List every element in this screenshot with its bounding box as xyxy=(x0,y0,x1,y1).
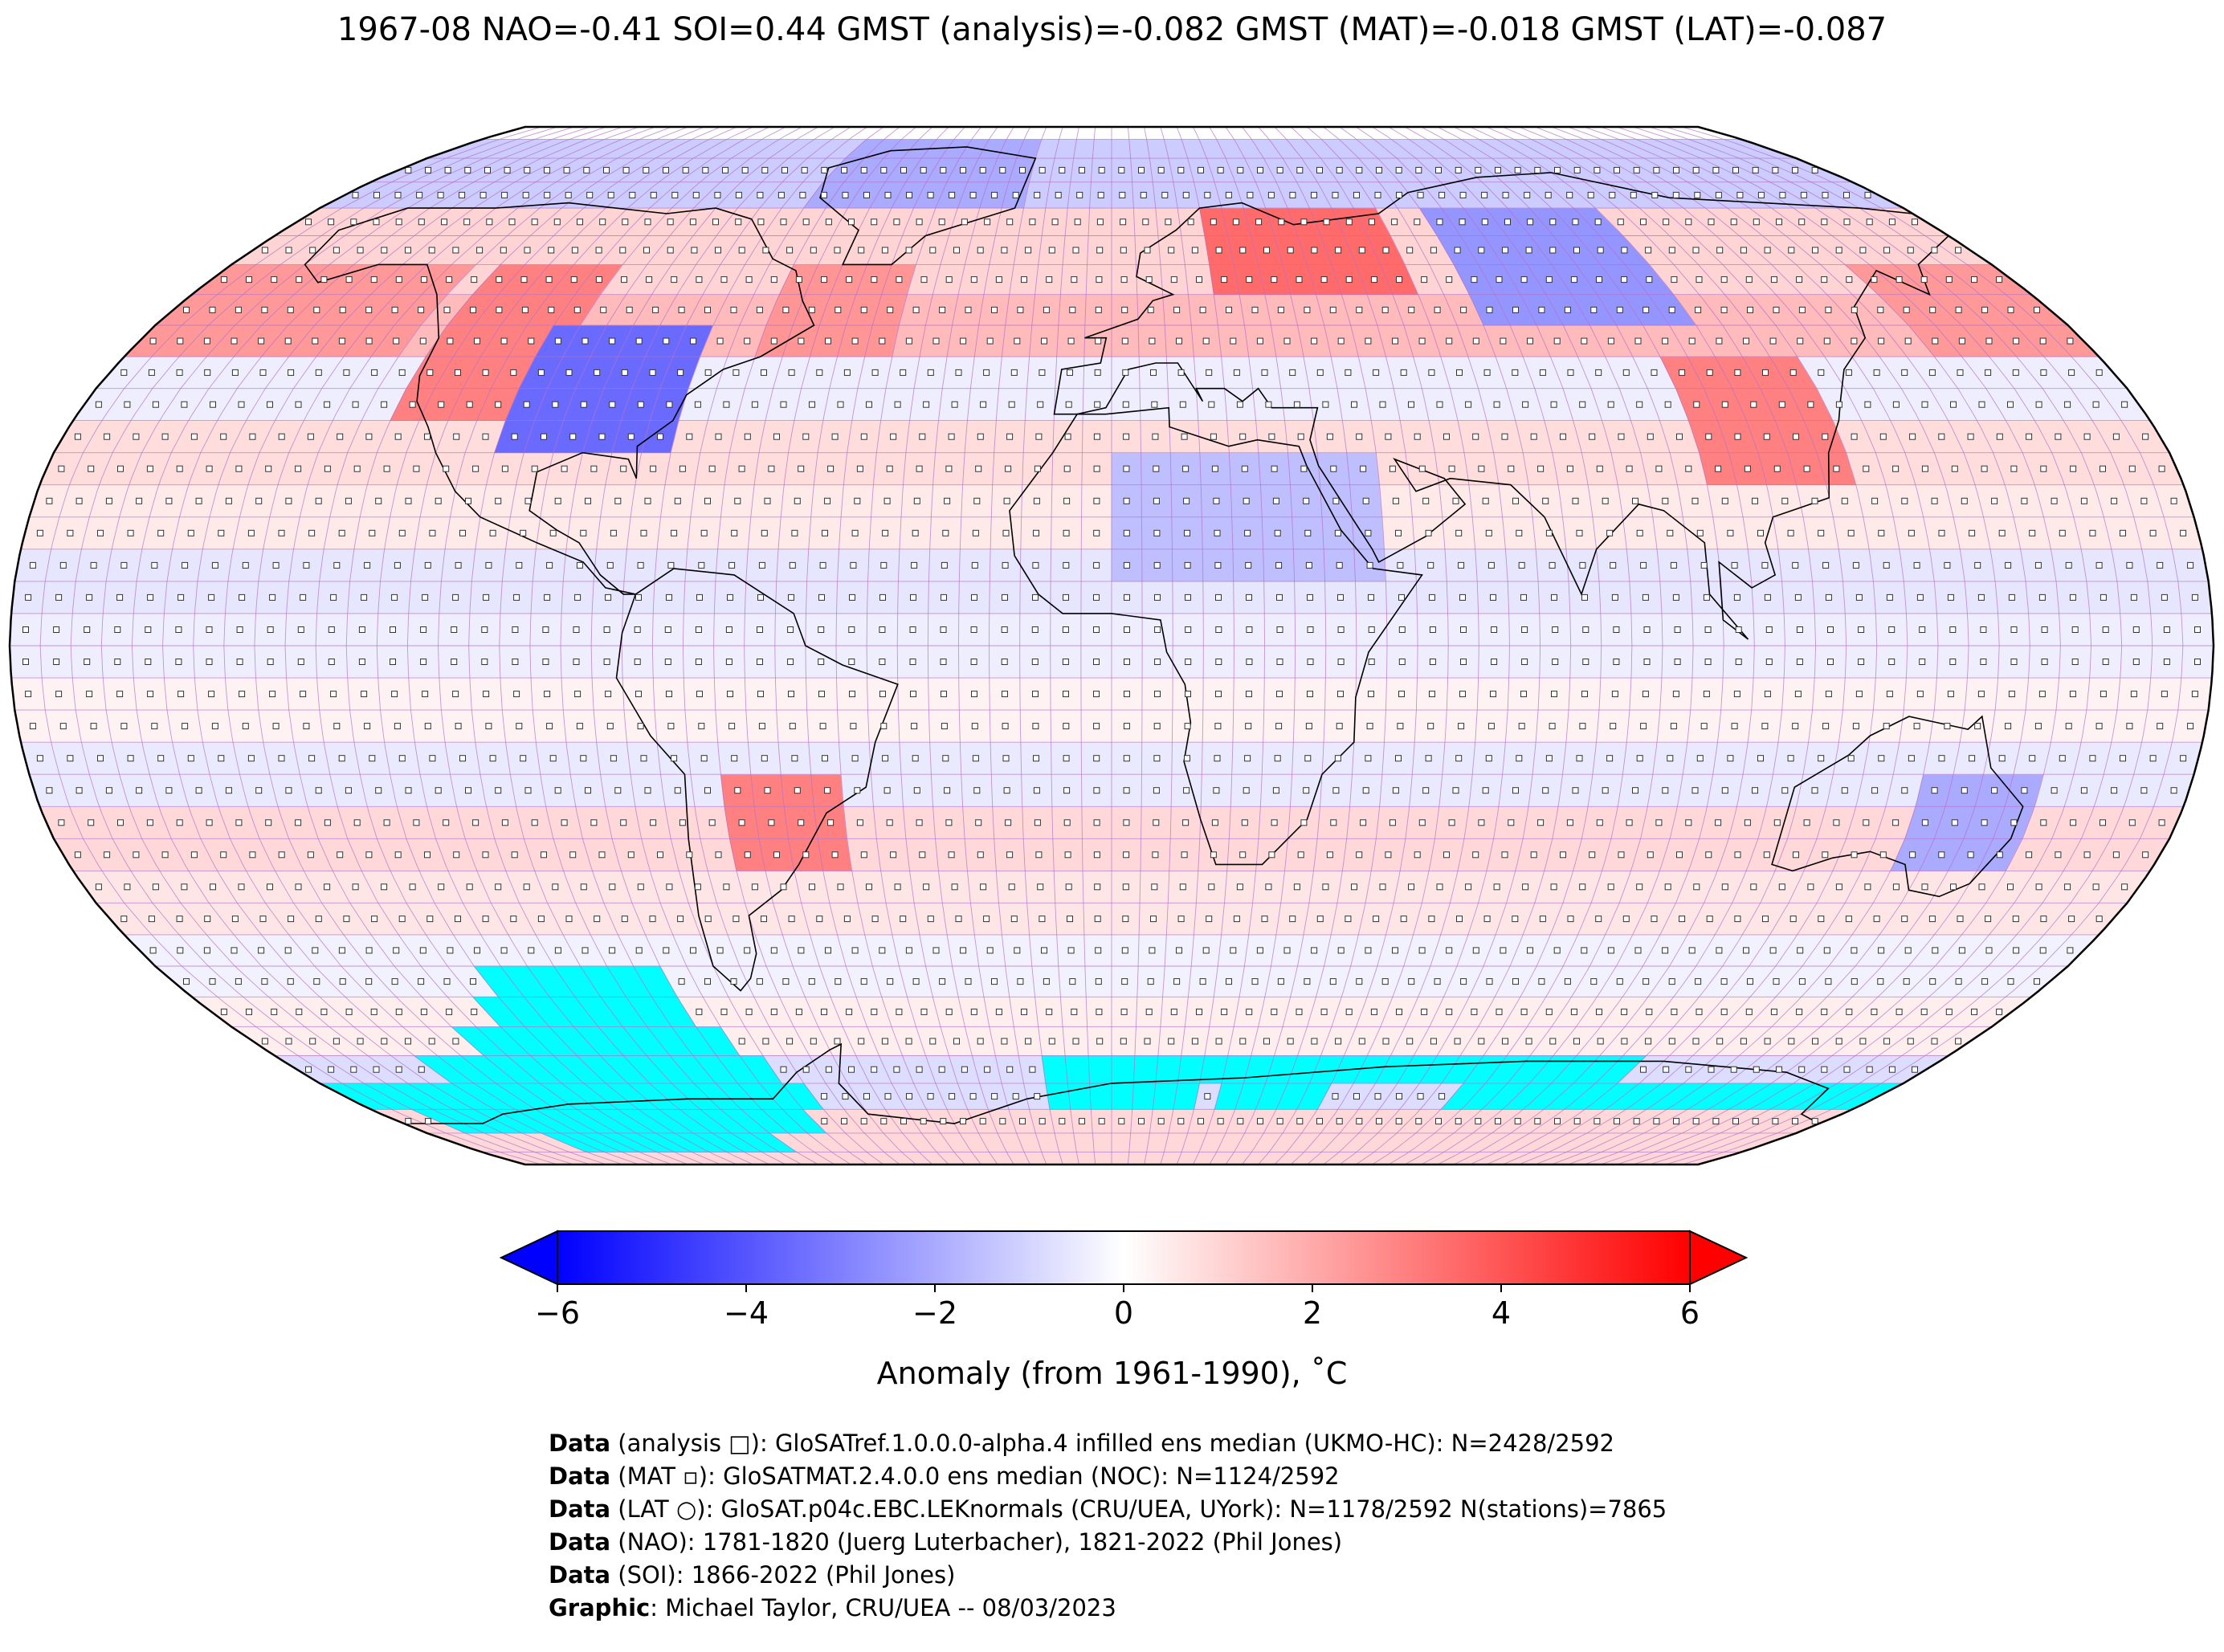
colorbar-tick-label: −4 xyxy=(724,1295,769,1331)
colorbar-tick-label: −2 xyxy=(912,1295,957,1331)
colorbar-tick-label: 0 xyxy=(1114,1295,1133,1331)
colorbar-tick-label: 4 xyxy=(1492,1295,1511,1331)
credit-line-analysis: Data (analysis □): GloSATref.1.0.0.0-alp… xyxy=(549,1430,1615,1457)
colorbar-tick-label: 2 xyxy=(1303,1295,1322,1331)
colorbar-label: Anomaly (from 1961-1990), ˚C xyxy=(876,1356,1348,1391)
credit-line-soi: Data (SOI): 1866-2022 (Phil Jones) xyxy=(549,1561,956,1589)
data-credits: Data (analysis □): GloSATref.1.0.0.0-alp… xyxy=(549,1427,1667,1625)
colorbar-high-extend xyxy=(1689,1230,1749,1286)
colorbar-gradient xyxy=(557,1230,1691,1285)
colorbar-tick-label: −6 xyxy=(535,1295,580,1331)
credit-line-lat: Data (LAT ○): GloSAT.p04c.EBC.LEKnormals… xyxy=(549,1495,1667,1523)
credit-line-nao: Data (NAO): 1781-1820 (Juerg Luterbacher… xyxy=(549,1528,1343,1556)
credit-line-mat: Data (MAT ▫): GloSATMAT.2.4.0.0 ens medi… xyxy=(549,1462,1340,1490)
colorbar: −6 −4 −2 0 2 4 6 xyxy=(499,1230,1749,1331)
credit-line-graphic: Graphic: Michael Taylor, CRU/UEA -- 08/0… xyxy=(549,1594,1116,1621)
colorbar-tick-label: 6 xyxy=(1680,1295,1700,1331)
colorbar-low-extend xyxy=(499,1230,558,1286)
map-title: 1967-08 NAO=-0.41 SOI=0.44 GMST (analysi… xyxy=(337,11,1887,48)
world-anomaly-map xyxy=(8,125,2215,1166)
colorbar-ticks: −6 −4 −2 0 2 4 6 xyxy=(535,1284,1700,1331)
